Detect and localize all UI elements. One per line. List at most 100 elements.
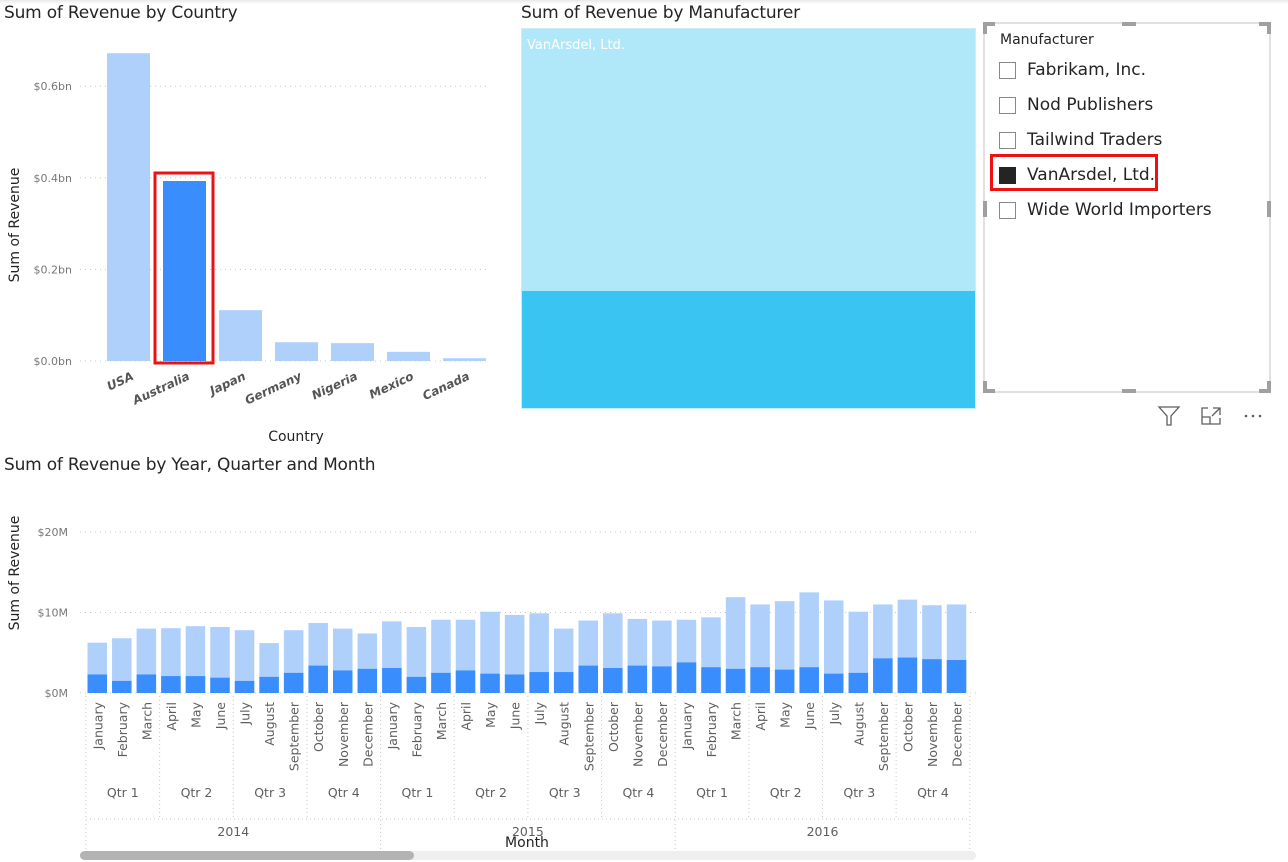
slicer-item-nod-publishers[interactable]: Nod Publishers xyxy=(999,90,1153,120)
x-month-label: March xyxy=(729,702,744,740)
horizontal-scrollbar-thumb[interactable] xyxy=(80,851,414,860)
bar-highlighted[interactable] xyxy=(112,680,132,693)
x-month-label: May xyxy=(188,701,203,727)
bar-highlighted[interactable] xyxy=(701,667,721,693)
bar-highlighted[interactable] xyxy=(848,672,869,693)
bar-highlighted[interactable] xyxy=(873,658,893,693)
bar-highlighted[interactable] xyxy=(897,657,918,693)
bar-highlighted[interactable] xyxy=(431,672,451,693)
x-month-label: January xyxy=(385,701,400,750)
bar-total[interactable] xyxy=(234,630,255,693)
slicer-item-label: Nod Publishers xyxy=(1027,95,1154,115)
bar-total[interactable] xyxy=(504,614,525,693)
resize-handle-tr[interactable] xyxy=(1259,22,1271,26)
bar-highlighted[interactable] xyxy=(283,672,304,693)
bar-highlighted[interactable] xyxy=(774,669,795,693)
bar-mexico[interactable] xyxy=(387,351,430,361)
x-quarter-label: Qtr 1 xyxy=(107,785,139,800)
bar-nigeria[interactable] xyxy=(331,343,374,361)
bar-highlighted[interactable] xyxy=(603,668,623,693)
resize-handle-tl[interactable] xyxy=(983,22,995,26)
bar-highlighted[interactable] xyxy=(210,677,230,693)
horizontal-scrollbar-track[interactable] xyxy=(80,851,976,860)
bar-total[interactable] xyxy=(480,611,500,693)
bar-total[interactable] xyxy=(824,600,844,693)
bar-highlighted[interactable] xyxy=(87,674,108,693)
bar-highlighted[interactable] xyxy=(578,665,599,693)
x-month-label: February xyxy=(409,701,424,757)
resize-handle-left[interactable] xyxy=(983,201,987,217)
slicer-item-wide-world-importers[interactable]: Wide World Importers xyxy=(999,195,1212,225)
resize-handle-br-v[interactable] xyxy=(1267,381,1271,393)
y-tick-label: $20M xyxy=(38,526,69,539)
bar-highlighted[interactable] xyxy=(333,670,353,693)
resize-handle-bl-v[interactable] xyxy=(983,381,987,393)
resize-handle-bl[interactable] xyxy=(983,389,995,393)
bar-highlighted[interactable] xyxy=(652,666,672,693)
bar-highlighted[interactable] xyxy=(308,665,328,693)
resize-handle-bottom[interactable] xyxy=(1122,389,1136,393)
checkbox[interactable] xyxy=(999,61,1016,79)
bar-canada[interactable] xyxy=(443,358,486,361)
bar-highlighted[interactable] xyxy=(922,659,942,693)
x-month-label: January xyxy=(90,701,105,750)
bar-highlighted[interactable] xyxy=(750,667,770,693)
x-quarter-label: Qtr 1 xyxy=(402,785,434,800)
bar-highlighted[interactable] xyxy=(676,662,697,693)
bar-highlighted[interactable] xyxy=(185,676,206,693)
bar-highlighted[interactable] xyxy=(824,673,844,693)
slicer-item-vanarsdel[interactable]: VanArsdel, Ltd. xyxy=(999,160,1155,190)
resize-handle-tl-v[interactable] xyxy=(983,22,987,34)
bar-highlighted[interactable] xyxy=(529,672,549,693)
resize-handle-br[interactable] xyxy=(1259,389,1271,393)
slicer-item-label: Tailwind Traders xyxy=(1027,130,1163,150)
bar-germany[interactable] xyxy=(275,342,318,361)
bar-highlighted[interactable] xyxy=(799,667,819,693)
bar-highlighted[interactable] xyxy=(455,670,476,693)
x-quarter-label: Qtr 2 xyxy=(475,785,507,800)
bar-usa[interactable] xyxy=(107,53,150,361)
bar-total[interactable] xyxy=(848,611,869,693)
checkbox[interactable] xyxy=(999,96,1016,114)
bar-highlighted[interactable] xyxy=(406,676,427,693)
bar-highlighted[interactable] xyxy=(504,674,525,693)
x-axis-title: Month xyxy=(505,835,549,850)
bar-highlighted[interactable] xyxy=(259,676,279,693)
bar-australia[interactable] xyxy=(163,181,206,361)
x-year-label: 2014 xyxy=(217,824,249,839)
bar-highlighted[interactable] xyxy=(480,673,500,693)
slicer-item-fabrikam[interactable]: Fabrikam, Inc. xyxy=(999,55,1146,85)
checkbox-checked[interactable] xyxy=(999,166,1016,184)
time-bar-chart[interactable]: $0M $10M $20M Sum of Revenue January February… xyxy=(0,480,990,850)
bar-highlighted[interactable] xyxy=(725,668,746,693)
bar-highlighted[interactable] xyxy=(357,668,378,693)
bar-highlighted[interactable] xyxy=(234,680,255,693)
filter-icon[interactable] xyxy=(1153,402,1185,430)
bar-total[interactable] xyxy=(210,626,230,693)
slicer-item-tailwind-traders[interactable]: Tailwind Traders xyxy=(999,125,1162,155)
bar-highlighted[interactable] xyxy=(382,668,402,693)
bar-japan[interactable] xyxy=(219,310,262,361)
checkbox[interactable] xyxy=(999,131,1016,149)
x-month-label: August xyxy=(262,702,277,746)
manufacturer-treemap[interactable]: VanArsdel, Ltd. xyxy=(521,28,976,409)
bar-highlighted[interactable] xyxy=(161,676,181,693)
resize-handle-right[interactable] xyxy=(1267,201,1271,217)
bar-highlighted[interactable] xyxy=(136,674,157,693)
x-month-label: July xyxy=(532,701,547,725)
focus-mode-icon[interactable] xyxy=(1195,402,1227,430)
checkbox[interactable] xyxy=(999,201,1016,219)
resize-handle-tr-v[interactable] xyxy=(1267,22,1271,34)
bar-highlighted[interactable] xyxy=(627,665,648,693)
time-chart-title: Sum of Revenue by Year, Quarter and Mont… xyxy=(4,455,376,475)
more-options-icon[interactable] xyxy=(1237,402,1269,430)
y-axis-title: Sum of Revenue xyxy=(7,516,23,631)
resize-handle-top[interactable] xyxy=(1122,22,1136,26)
treemap-tile-highlighted[interactable] xyxy=(522,290,975,408)
bar-highlighted[interactable] xyxy=(553,672,574,693)
y-tick-label: $0.6bn xyxy=(34,80,72,93)
bar-total[interactable] xyxy=(406,626,427,693)
bar-highlighted[interactable] xyxy=(946,659,967,693)
bar-total[interactable] xyxy=(112,638,132,693)
